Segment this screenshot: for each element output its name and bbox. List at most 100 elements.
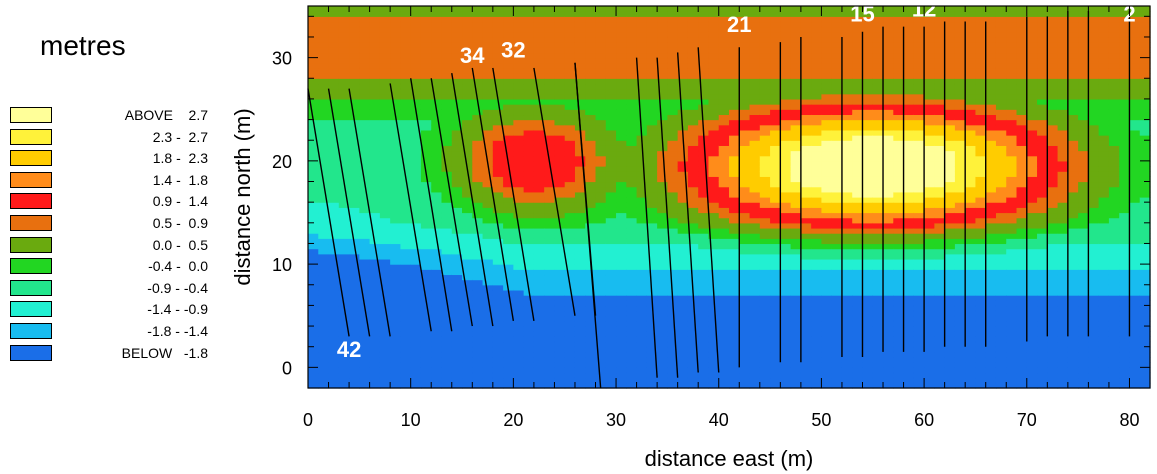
contour-cell	[564, 269, 576, 276]
contour-cell	[533, 331, 545, 337]
contour-cell	[770, 362, 781, 368]
contour-cell	[472, 31, 484, 38]
contour-cell	[667, 160, 679, 167]
contour-cell	[338, 341, 350, 348]
contour-cell	[770, 367, 781, 374]
contour-cell	[636, 186, 648, 193]
contour-cell	[554, 377, 566, 384]
contour-cell	[441, 233, 453, 239]
contour-cell	[800, 326, 812, 332]
contour-cell	[359, 88, 371, 95]
contour-cell	[677, 274, 689, 281]
contour-cell	[564, 21, 576, 28]
contour-cell	[554, 150, 566, 157]
contour-cell	[523, 217, 535, 224]
contour-cell	[800, 21, 812, 28]
contour-cell	[729, 140, 740, 146]
contour-cell	[308, 227, 319, 234]
contour-cell	[554, 264, 566, 270]
contour-cell	[893, 145, 905, 152]
contour-cell	[780, 114, 792, 121]
contour-cell	[646, 155, 658, 162]
contour-cell	[924, 21, 935, 28]
contour-cell	[872, 114, 884, 121]
contour-cell	[687, 42, 699, 48]
contour-cell	[677, 114, 689, 121]
contour-cell	[420, 11, 432, 17]
contour-cell	[359, 326, 371, 332]
contour-cell	[657, 217, 668, 224]
contour-cell	[841, 372, 853, 379]
contour-cell	[554, 346, 566, 353]
contour-cell	[841, 346, 853, 353]
contour-cell	[492, 372, 504, 379]
contour-cell	[770, 217, 781, 224]
contour-cell	[985, 140, 997, 146]
contour-cell	[400, 305, 412, 312]
contour-cell	[554, 227, 566, 234]
contour-cell	[492, 104, 504, 110]
contour-cell	[564, 248, 576, 255]
contour-cell	[698, 52, 710, 59]
contour-cell	[903, 212, 915, 219]
contour-cell	[318, 233, 330, 239]
contour-cell	[985, 83, 997, 90]
contour-cell	[420, 248, 432, 255]
contour-cell	[626, 6, 638, 12]
contour-cell	[759, 6, 771, 12]
contour-cell	[677, 73, 689, 79]
contour-cell	[626, 326, 638, 332]
contour-cell	[667, 227, 679, 234]
contour-cell	[574, 145, 586, 152]
contour-cell	[821, 140, 833, 146]
contour-cell	[872, 238, 884, 245]
contour-cell	[646, 207, 658, 214]
contour-cell	[595, 26, 607, 33]
contour-cell	[359, 78, 371, 85]
contour-cell	[800, 88, 812, 95]
contour-cell	[924, 243, 935, 250]
contour-cell	[646, 253, 658, 260]
contour-cell	[564, 346, 576, 353]
contour-cell	[636, 150, 648, 157]
contour-cell	[975, 42, 987, 48]
contour-cell	[759, 129, 771, 136]
contour-cell	[482, 372, 494, 379]
contour-cell	[431, 212, 443, 219]
contour-cell	[954, 264, 966, 270]
contour-cell	[739, 160, 751, 167]
contour-cell	[975, 166, 987, 172]
contour-cell	[533, 171, 545, 177]
contour-cell	[698, 367, 710, 374]
contour-cell	[595, 36, 607, 43]
contour-cell	[770, 346, 781, 353]
contour-cell	[523, 109, 535, 116]
contour-cell	[605, 212, 617, 219]
contour-cell	[605, 119, 617, 126]
contour-cell	[790, 326, 802, 332]
contour-cell	[308, 73, 319, 79]
contour-cell	[441, 114, 453, 121]
contour-cell	[574, 31, 586, 38]
contour-cell	[349, 269, 360, 276]
contour-cell	[523, 233, 535, 239]
contour-cell	[379, 289, 391, 296]
contour-cell	[338, 98, 350, 105]
contour-cell	[965, 274, 977, 281]
contour-cell	[934, 382, 946, 389]
contour-cell	[841, 181, 853, 188]
contour-cell	[698, 150, 710, 157]
contour-cell	[729, 26, 740, 33]
contour-cell	[636, 238, 648, 245]
contour-cell	[934, 73, 946, 79]
contour-cell	[646, 341, 658, 348]
contour-cell	[718, 166, 730, 172]
contour-cell	[913, 155, 925, 162]
contour-cell	[585, 310, 597, 317]
contour-cell	[544, 42, 556, 48]
contour-cell	[841, 341, 853, 348]
contour-cell	[431, 145, 443, 152]
contour-cell	[451, 73, 463, 79]
contour-cell	[883, 269, 894, 276]
contour-cell	[770, 114, 781, 121]
